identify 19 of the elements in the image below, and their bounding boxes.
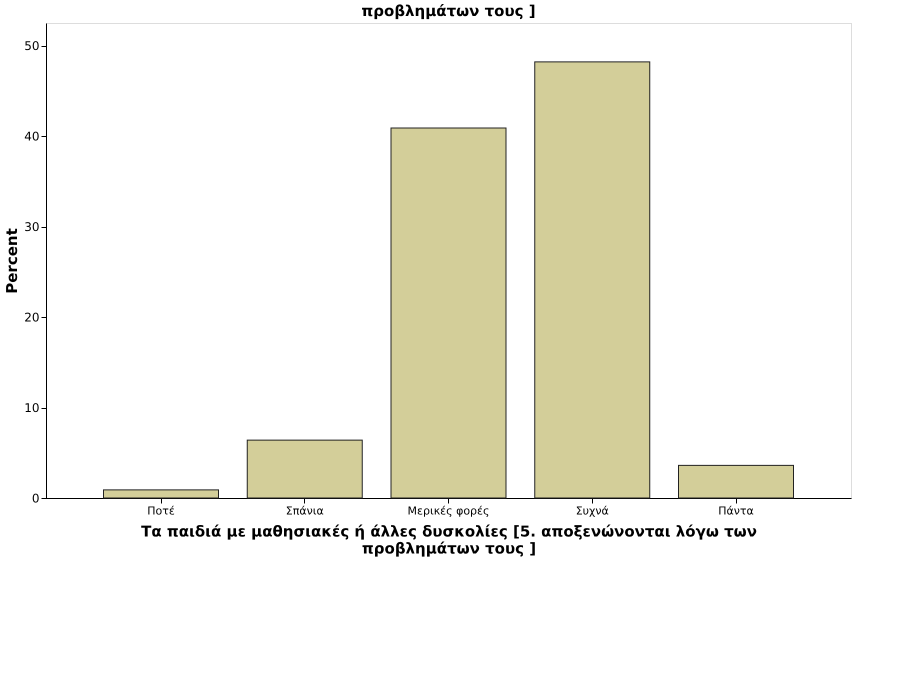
chart-title: προβλημάτων τους ] (361, 2, 536, 20)
x-tick-label: Πάντα (718, 504, 754, 518)
y-tick-label: 30 (24, 220, 40, 234)
y-tick-label: 50 (24, 39, 40, 54)
x-axis-title: Τα παιδιά με μαθησιακές ή άλλες δυσκολίες [5. αποξενώνονται λόγω των προβλημάτων τους ] (141, 522, 757, 558)
y-axis-title: Percent (3, 228, 22, 294)
x-tick-label: Μερικές φορές (408, 504, 490, 518)
y-tick-label: 10 (24, 401, 40, 416)
bar (534, 61, 650, 498)
y-tick-label: 0 (32, 492, 40, 506)
y-tick-label: 20 (24, 310, 40, 325)
bar (246, 440, 363, 498)
bar (103, 489, 219, 498)
x-tick-label: Ποτέ (147, 504, 175, 518)
y-tick-label: 40 (24, 130, 40, 144)
bar (390, 127, 506, 498)
x-tick-label: Σπάνια (286, 504, 324, 518)
bar (678, 464, 794, 498)
x-tick-label: Συχνά (576, 504, 609, 518)
